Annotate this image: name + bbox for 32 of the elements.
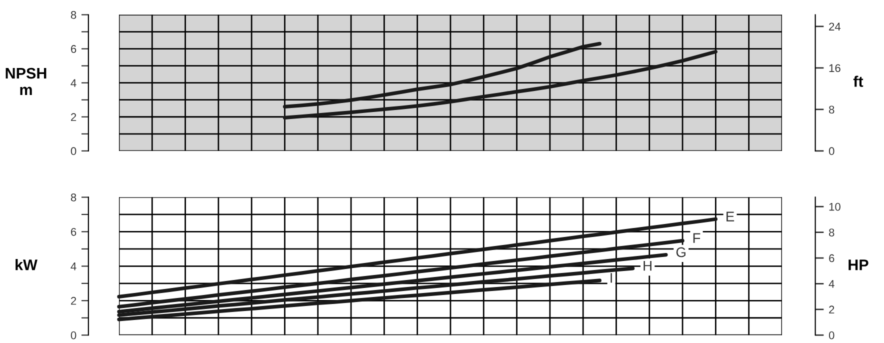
y2-tick-label: 0 (828, 331, 834, 340)
y2-tick-label: 6 (829, 254, 834, 262)
series-label: G (676, 247, 686, 258)
y2-tick-label: 8 (828, 228, 834, 236)
y-tick-label: 0 (70, 331, 76, 340)
y2-axis-title: ft (853, 76, 864, 87)
y-tick-label: 2 (71, 113, 76, 121)
series-label: E (726, 212, 734, 222)
y2-tick-label: 10 (829, 202, 840, 211)
y2-tick-label: 4 (828, 280, 834, 288)
y2-tick-label: 16 (829, 64, 840, 72)
y2-tick-label: 2 (829, 306, 834, 314)
y-tick-label: 8 (70, 193, 76, 202)
line-series (282, 42, 602, 108)
y-tick-label: 6 (71, 45, 76, 53)
line-series (117, 217, 718, 298)
series-label: F (693, 233, 700, 243)
y-tick-label: 4 (70, 262, 76, 270)
y2-tick-label: 24 (829, 22, 841, 30)
y-axis-title: kW (16, 259, 38, 270)
y-tick-label: 6 (71, 228, 76, 236)
series-label: H (644, 261, 652, 271)
y-tick-label: 2 (71, 296, 76, 305)
y2-tick-label: 0 (828, 147, 834, 156)
y-tick-label: 0 (70, 147, 76, 156)
y2-tick-label: 8 (828, 106, 834, 114)
series-label: I (610, 273, 612, 283)
y-axis-title: NPSH m (6, 68, 46, 96)
line-series (282, 50, 718, 120)
y2-axis-title: HP (848, 260, 868, 270)
y-tick-label: 8 (70, 11, 76, 19)
y-tick-label: 4 (70, 79, 76, 87)
